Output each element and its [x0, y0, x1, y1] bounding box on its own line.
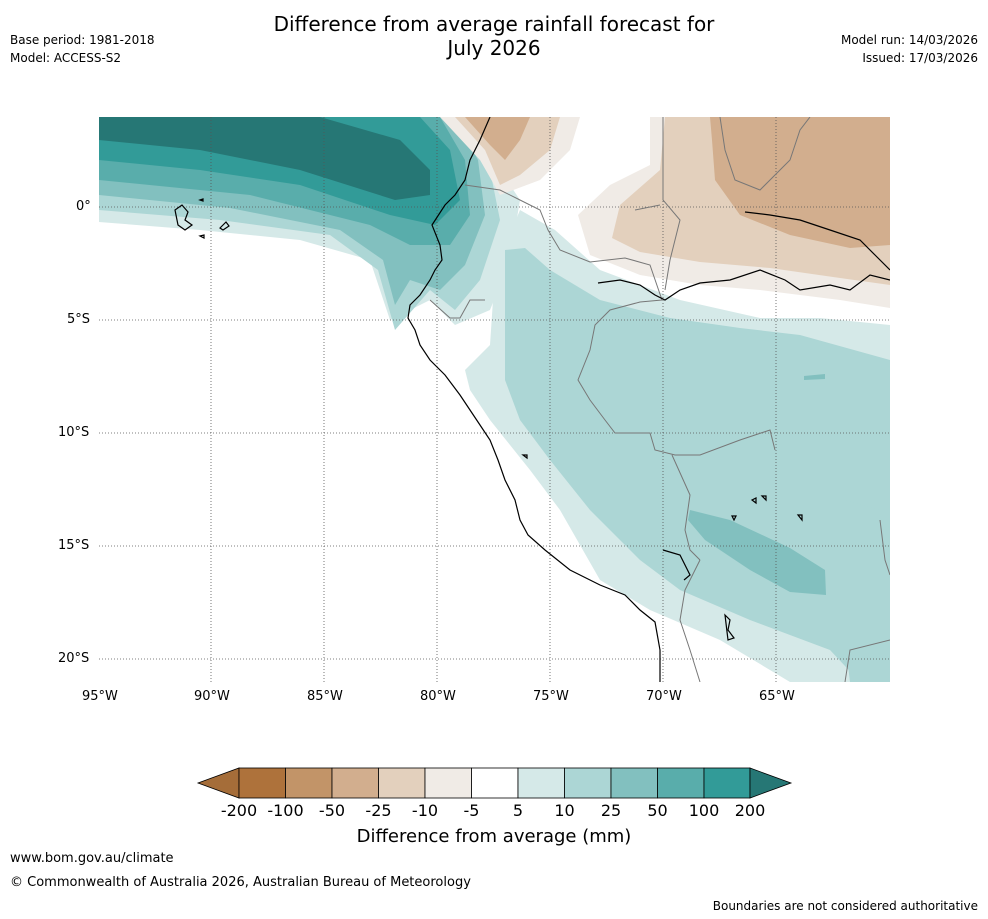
border-minor [634, 204, 661, 211]
map-area [99, 117, 890, 682]
model-run-text: Model run: 14/03/2026 [840, 33, 978, 47]
colorbar-title: Difference from average (mm) [356, 826, 632, 847]
border-colombia-ecuador-peru [464, 184, 663, 301]
colorbar-segment-11 [703, 767, 751, 799]
border-peru-bolivia [671, 454, 701, 561]
border-colombia-venezuela [662, 117, 681, 291]
model-text: Model: ACCESS-S2 [10, 51, 122, 65]
wet-zone-over-200 [99, 117, 430, 200]
colorbar-tick-50: 50 [647, 801, 668, 820]
lon-label-85w: 85°W [307, 689, 343, 704]
small-feature [521, 454, 528, 460]
galapagos-island-1 [174, 204, 194, 231]
colorbar-tick-10: 10 [554, 801, 575, 820]
lat-label-5s: 5°S [67, 312, 91, 327]
colorbar-segment-lt-200 [196, 767, 240, 799]
dry-zone-colombia-25-50 [465, 117, 530, 160]
gridlines [99, 117, 890, 682]
colorbar-segment-gt-200 [749, 767, 793, 799]
lon-label-70w: 70°W [646, 689, 682, 704]
colorbar-segment-1 [238, 767, 286, 799]
colorbar-tick-neg25: -25 [365, 801, 392, 820]
colorbar-tick-neg50: -50 [318, 801, 346, 820]
colorbar-segment-3 [331, 767, 379, 799]
coastline-pacific [407, 117, 661, 682]
lon-label-90w: 90°W [194, 689, 230, 704]
colorbar-tick-25: 25 [600, 801, 622, 820]
border-bolivia-brazil-east [879, 519, 890, 576]
lat-label-20s: 20°S [58, 651, 90, 666]
issued-text: Issued: 17/03/2026 [862, 51, 978, 65]
colorbar-tick-200: 200 [734, 801, 766, 820]
page-title: Difference from average rainfall forecas… [0, 12, 988, 60]
lon-label-75w: 75°W [533, 689, 569, 704]
footer-copyright: © Commonwealth of Australia 2026, Austra… [10, 875, 471, 890]
wet-zone-inland-25-50-small [804, 374, 825, 380]
colorbar-segment-5 [424, 767, 472, 799]
colorbar-segment-7 [517, 767, 565, 799]
lat-label-0: 0° [76, 199, 91, 214]
colorbar-segment-6 [471, 767, 519, 799]
border-bolivia-chile [679, 559, 701, 682]
colorbar-segment-8 [564, 767, 612, 799]
title-line-1: Difference from average rainfall forecas… [273, 12, 715, 36]
lon-label-95w: 95°W [82, 689, 118, 704]
border-paraguay [844, 639, 890, 682]
colorbar-tick-neg10: -10 [411, 801, 439, 820]
wet-zone-inland-25-50 [688, 510, 826, 595]
colorbar-tick-5: 5 [512, 801, 524, 820]
colorbar [196, 767, 793, 799]
colorbar-segment-2 [285, 767, 333, 799]
colorbar-segment-4 [378, 767, 426, 799]
title-line-2: July 2026 [447, 36, 541, 60]
colorbar-segment-9 [610, 767, 658, 799]
lake-titicaca [724, 613, 735, 641]
wet-zone-southeast-10-25 [845, 500, 890, 682]
border-venezuela-guyana [719, 117, 811, 191]
small-lakes [731, 495, 803, 522]
colorbar-segment-10 [657, 767, 705, 799]
footer-disclaimer: Boundaries are not considered authoritat… [712, 899, 978, 913]
coastline-caribbean [597, 269, 890, 301]
lat-label-10s: 10°S [58, 425, 90, 440]
coastlines [174, 117, 890, 682]
colorbar-tick-neg100: -100 [267, 801, 304, 820]
lon-label-80w: 80°W [420, 689, 456, 704]
country-borders [429, 117, 890, 682]
border-ecuador-peru [429, 299, 485, 319]
galapagos-island-2 [219, 221, 230, 231]
colorbar-tick-neg200: -200 [220, 801, 258, 820]
lon-label-65w: 65°W [759, 689, 795, 704]
colorbar-tick-100: 100 [688, 801, 720, 820]
galapagos-island-4 [198, 234, 205, 239]
galapagos-island-3 [198, 198, 204, 202]
dry-zone-northeast-25-50 [710, 117, 890, 248]
colorbar-tick-neg5: -5 [463, 801, 480, 820]
base-period-text: Base period: 1981-2018 [10, 33, 155, 47]
lat-label-15s: 15°S [58, 538, 90, 553]
coastline-detail [662, 549, 691, 581]
footer-url: www.bom.gov.au/climate [10, 851, 174, 866]
coastline-north-atlantic [744, 211, 890, 271]
border-peru-brazil [577, 299, 776, 456]
